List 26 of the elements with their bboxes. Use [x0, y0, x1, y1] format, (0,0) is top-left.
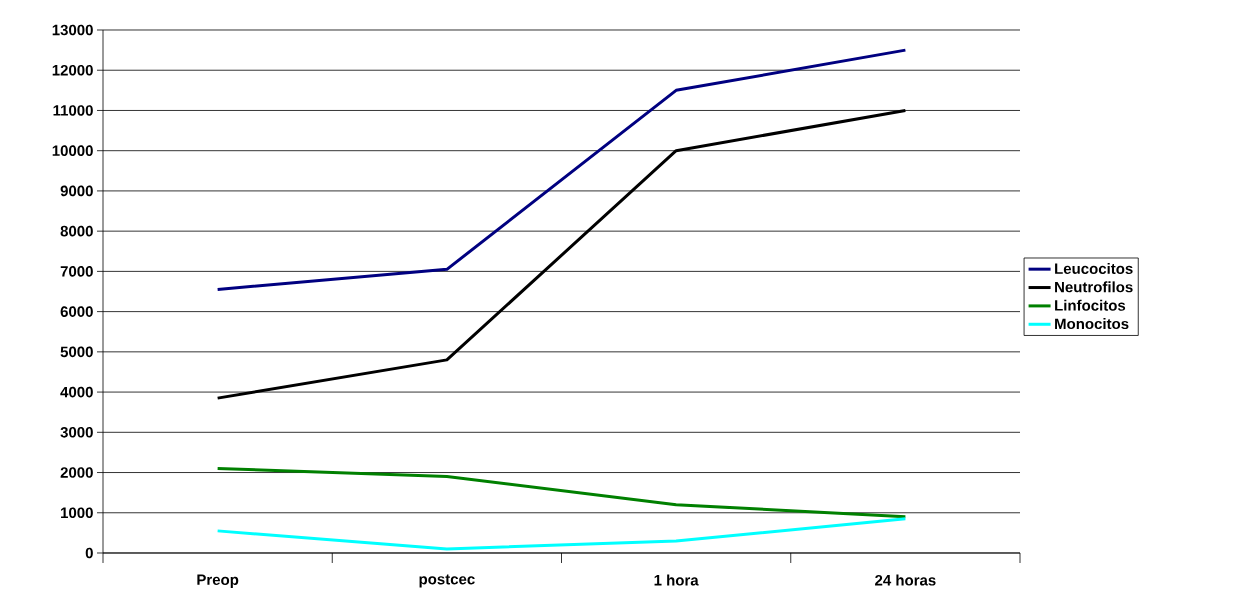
y-tick-label: 13000 — [52, 24, 93, 36]
line-series — [216, 48, 907, 291]
line-series — [216, 467, 907, 519]
y-tick-label: 3000 — [60, 426, 93, 438]
legend-label: Neutrofilos — [1055, 281, 1133, 293]
x-tick-label: postcec — [419, 574, 475, 588]
y-tick-label: 10000 — [52, 145, 93, 156]
y-tick-label: 6000 — [60, 306, 93, 317]
y-tick-label: 9000 — [60, 185, 93, 197]
legend-label: Monocitos — [1055, 318, 1129, 330]
line-series — [216, 517, 907, 551]
y-tick-label: 0 — [85, 547, 93, 559]
legend-label: Leucocitos — [1055, 262, 1133, 274]
y-tick-label: 1000 — [61, 507, 93, 519]
legend-label: Linfocitos — [1055, 299, 1126, 311]
x-tick-label: 24 horas — [875, 574, 936, 586]
x-tick-label: 1 hora — [654, 574, 699, 586]
line-series — [216, 108, 907, 400]
y-tick-label: 4000 — [60, 386, 93, 398]
x-tick-label: Preop — [197, 574, 239, 588]
y-tick-label: 11000 — [53, 105, 93, 116]
y-tick-label: 2000 — [60, 467, 93, 478]
y-tick-label: 7000 — [60, 266, 93, 277]
y-tick-label: 12000 — [52, 64, 93, 76]
y-tick-label: 8000 — [60, 225, 93, 237]
y-tick-label: 5000 — [60, 346, 93, 358]
